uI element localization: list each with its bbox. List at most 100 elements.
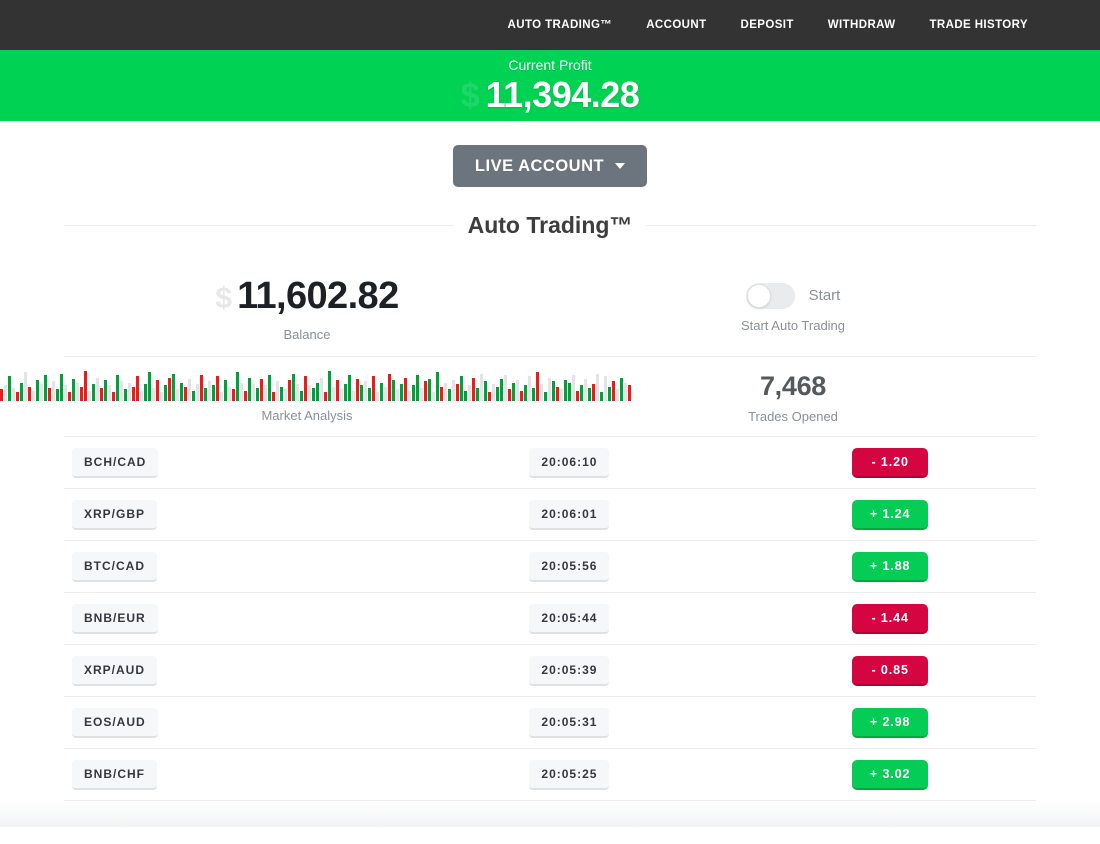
market-bar	[127, 382, 131, 401]
time-cell: 20:05:25	[394, 759, 744, 790]
nav-withdraw[interactable]: WITHDRAW	[827, 19, 896, 31]
live-account-dropdown-button[interactable]: LIVE ACCOUNT	[452, 145, 648, 187]
nav-auto-trading[interactable]: AUTO TRADING™	[507, 19, 613, 31]
market-bar	[467, 384, 471, 401]
chevron-down-icon	[615, 163, 626, 169]
market-bar	[51, 380, 55, 401]
market-bar	[267, 374, 271, 401]
market-bar	[539, 383, 543, 401]
market-bar	[0, 388, 3, 401]
table-row[interactable]: BCH/CAD 20:06:10 - 1.20	[64, 437, 1036, 489]
market-bar	[123, 388, 127, 401]
live-account-label: LIVE ACCOUNT	[474, 156, 605, 175]
market-bar	[395, 388, 399, 401]
profit-cell: - 1.44	[744, 603, 1036, 634]
market-bar	[535, 371, 539, 401]
market-bar	[571, 374, 575, 401]
auto-trading-toggle[interactable]	[745, 282, 795, 309]
balance-stat: $ 11,602.82 Balance	[64, 259, 550, 356]
market-bar	[299, 390, 303, 401]
table-row[interactable]: EOS/AUD 20:05:31 + 2.98	[64, 697, 1036, 749]
trade-time-badge: 20:06:01	[529, 499, 610, 530]
market-bar	[255, 387, 259, 401]
market-bar	[143, 383, 147, 401]
market-bar	[555, 386, 559, 401]
market-bar	[79, 386, 83, 401]
profit-cell: - 0.85	[744, 655, 1036, 686]
status-badge: + 1.24	[852, 499, 929, 530]
market-bar	[551, 380, 555, 401]
market-bar	[443, 382, 447, 401]
market-bar	[363, 380, 367, 401]
market-bar	[347, 374, 351, 401]
trade-list: BCH/CAD 20:06:10 - 1.20 XRP/GBP 20:06:01 + 1.…	[64, 437, 1036, 801]
market-bar	[239, 382, 243, 401]
market-bar	[95, 377, 99, 401]
market-bar	[135, 375, 139, 401]
toggle-line: Start	[745, 282, 840, 309]
market-bar	[39, 383, 43, 401]
market-bar	[211, 384, 215, 401]
trades-opened-stat: 7,468 Trades Opened	[550, 357, 1036, 436]
market-bar	[591, 383, 595, 401]
market-bar	[527, 375, 531, 401]
market-analysis-stat: Market Analysis	[0, 357, 631, 436]
market-analysis-caption: Market Analysis	[261, 407, 353, 423]
market-bar	[471, 377, 475, 401]
market-bar	[11, 387, 15, 401]
status-badge: - 0.85	[852, 655, 929, 686]
market-bar	[243, 390, 247, 401]
currency-symbol: $	[460, 77, 480, 115]
trade-time-badge: 20:06:10	[529, 447, 610, 478]
market-bar	[215, 375, 219, 401]
market-bar	[367, 387, 371, 401]
auto-trading-caption: Start Auto Trading	[740, 317, 846, 333]
currency-pair-badge: XRP/AUD	[72, 655, 158, 686]
market-bar	[411, 384, 415, 401]
market-bar	[111, 391, 115, 401]
market-analysis-chart	[0, 370, 631, 401]
market-bar	[23, 371, 27, 401]
table-row[interactable]: XRP/AUD 20:05:39 - 0.85	[64, 645, 1036, 697]
market-bar	[455, 383, 459, 401]
time-cell: 20:05:31	[394, 707, 744, 738]
time-cell: 20:06:01	[394, 499, 744, 530]
market-bar	[523, 384, 527, 401]
market-bar	[479, 373, 483, 401]
market-bar	[187, 378, 191, 401]
market-bar	[227, 386, 231, 401]
market-bar	[519, 390, 523, 401]
market-bar	[515, 379, 519, 401]
table-row[interactable]: XRP/GBP 20:06:01 + 1.24	[64, 489, 1036, 541]
profit-cell: + 1.24	[744, 499, 1036, 530]
market-bar	[403, 377, 407, 401]
currency-pair-badge: BCH/CAD	[72, 447, 159, 478]
market-bar	[619, 377, 623, 401]
pair-cell: XRP/GBP	[64, 499, 394, 530]
market-bar	[587, 387, 591, 401]
market-bar	[359, 384, 363, 401]
market-bar	[291, 373, 295, 401]
market-bar	[83, 370, 87, 401]
table-row[interactable]: BNB/CHF 20:05:25 + 3.02	[64, 749, 1036, 801]
toggle-knob	[746, 283, 771, 308]
table-row[interactable]: BNB/EUR 20:05:44 - 1.44	[64, 593, 1036, 645]
currency-pair-badge: BTC/CAD	[72, 551, 157, 582]
divider-left	[64, 225, 454, 226]
market-bar	[151, 387, 155, 401]
time-cell: 20:05:56	[394, 551, 744, 582]
market-bar	[207, 380, 211, 401]
market-bar	[71, 378, 75, 401]
status-badge: - 1.44	[852, 603, 929, 634]
nav-deposit[interactable]: DEPOSIT	[740, 19, 794, 31]
nav-trade-history[interactable]: TRADE HISTORY	[929, 19, 1028, 31]
market-bar	[327, 370, 331, 401]
market-bar	[43, 374, 47, 401]
market-bar	[7, 375, 11, 401]
profit-cell: + 3.02	[744, 759, 1036, 790]
market-bar	[171, 373, 175, 401]
market-bar	[75, 382, 79, 401]
market-bar	[331, 386, 335, 401]
nav-account[interactable]: ACCOUNT	[646, 19, 707, 31]
table-row[interactable]: BTC/CAD 20:05:56 + 1.88	[64, 541, 1036, 593]
